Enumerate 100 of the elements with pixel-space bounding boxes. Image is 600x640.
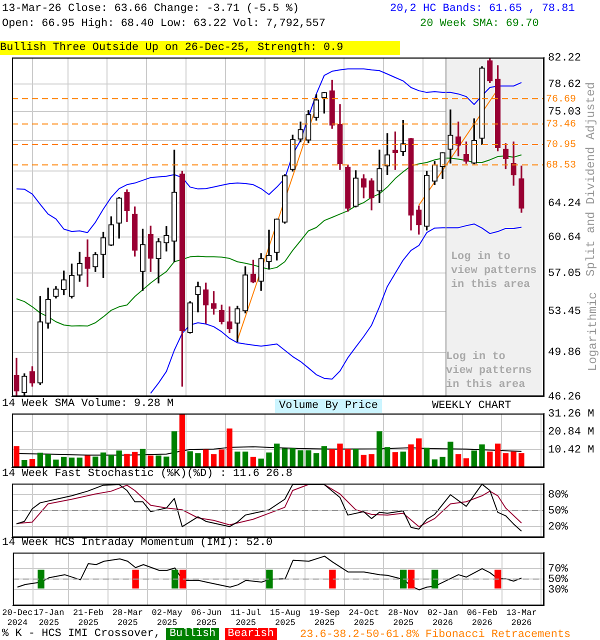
bar bbox=[345, 448, 351, 468]
x-tick-label: 06-Jun 2025 bbox=[191, 608, 222, 628]
x-tick-label: 06-Feb 2026 bbox=[466, 608, 498, 628]
bar bbox=[392, 452, 398, 468]
text: Volume By Price bbox=[275, 399, 382, 413]
bar bbox=[494, 444, 501, 468]
bar bbox=[100, 452, 106, 468]
text: Bearish bbox=[224, 628, 277, 640]
x-tick-label: 15-Aug 2025 bbox=[270, 608, 301, 628]
ref-line-label: 68.53 bbox=[546, 160, 576, 172]
text: Logarithmic bbox=[586, 292, 600, 372]
chart-title: 14 Week SMA Volume: 9.28 M bbox=[2, 398, 174, 410]
y-tick-label: 70% bbox=[548, 563, 568, 576]
bar bbox=[156, 456, 162, 468]
bar bbox=[298, 450, 304, 468]
bar bbox=[274, 444, 280, 468]
bar bbox=[53, 460, 59, 468]
bar bbox=[400, 452, 406, 468]
bar bbox=[502, 453, 509, 468]
x-tick-label: 17-Jan 2025 bbox=[34, 608, 64, 628]
y-tick-label: 20.84 M bbox=[548, 426, 594, 438]
bar bbox=[368, 454, 374, 468]
bar bbox=[282, 448, 288, 468]
ref-line-label: 70.95 bbox=[546, 140, 576, 152]
bar bbox=[14, 446, 20, 468]
bar bbox=[218, 450, 224, 468]
x-tick-label: 28-Mar 2025 bbox=[112, 608, 143, 628]
text: 20 Week SMA: 69.70 bbox=[420, 17, 539, 31]
text: Bullish Three Outside Up on 26-Dec-25, Strength: 0.9 bbox=[0, 41, 400, 55]
chart-title: 14 Week Fast Stochastic (%K)(%D) : 11.6 26.8 bbox=[2, 468, 292, 480]
ref-line-label: 76.69 bbox=[546, 94, 576, 106]
y-tick-label: 60.64 bbox=[548, 232, 582, 244]
bar bbox=[471, 450, 477, 468]
bar bbox=[290, 448, 296, 468]
text: 13-Mar-26 Close: 63.66 Change: -3.71 (-5.5 %) bbox=[2, 2, 300, 16]
y-tick-label: 82.22 bbox=[548, 52, 582, 65]
bar bbox=[510, 452, 516, 468]
candlestick bbox=[266, 230, 272, 270]
y-axis-title: Split and Dividend Adjusted bbox=[584, 82, 598, 276]
y-tick-label: 80% bbox=[548, 489, 568, 502]
bar bbox=[179, 414, 186, 468]
bar bbox=[376, 431, 382, 468]
ref-line-label: 73.46 bbox=[546, 120, 576, 131]
text: 20,2 HC Bands: 61.65 , 78.81 bbox=[390, 2, 575, 16]
y-tick-label: 53.45 bbox=[548, 306, 582, 318]
y-tick-label: 50% bbox=[548, 505, 568, 518]
bar bbox=[266, 452, 272, 468]
y-tick-label: 64.24 bbox=[548, 198, 582, 210]
x-tick-label: 24-Oct 2025 bbox=[348, 608, 380, 628]
bar bbox=[116, 450, 122, 468]
bar bbox=[416, 438, 422, 468]
bar bbox=[140, 448, 146, 468]
x-tick-label: 28-Nov 2025 bbox=[388, 608, 419, 628]
bar bbox=[384, 447, 390, 468]
bar bbox=[456, 454, 462, 468]
x-tick-label: 21-Feb 2025 bbox=[72, 608, 104, 628]
x-tick-label: 19-Sep 2025 bbox=[309, 608, 340, 628]
text: WEEKLY CHART bbox=[432, 399, 512, 413]
bar bbox=[171, 431, 178, 468]
bar bbox=[440, 456, 446, 468]
bar bbox=[329, 449, 335, 468]
text: Bullish bbox=[166, 628, 219, 640]
bar bbox=[313, 453, 320, 468]
bar bbox=[132, 452, 138, 468]
bar bbox=[187, 451, 193, 468]
bar bbox=[203, 450, 209, 468]
bar bbox=[306, 450, 312, 468]
y-tick-label: 49.86 bbox=[548, 347, 582, 360]
bar bbox=[408, 444, 414, 468]
bar bbox=[337, 444, 343, 468]
y-tick-label: 31.26 M bbox=[548, 408, 594, 421]
bar bbox=[124, 454, 130, 468]
legend-title: % K - HCS IMI Crossover, bbox=[2, 628, 160, 640]
bar bbox=[352, 448, 359, 468]
bar bbox=[242, 452, 248, 468]
x-tick-label: 20-Dec 2024 bbox=[2, 608, 33, 628]
annotation: Log in to view patterns in this area bbox=[446, 350, 533, 392]
bar bbox=[424, 448, 430, 468]
bar bbox=[37, 452, 44, 468]
y-tick-label: 50% bbox=[548, 574, 568, 586]
bar bbox=[164, 456, 170, 468]
candlestick bbox=[84, 239, 90, 287]
bar bbox=[479, 444, 485, 468]
bar bbox=[226, 428, 232, 468]
bar bbox=[321, 446, 328, 468]
y-tick-label: 57.05 bbox=[548, 268, 582, 280]
y-tick-label: 78.62 bbox=[548, 78, 582, 91]
x-tick-label: 02-Jan 2026 bbox=[427, 608, 458, 628]
bar bbox=[92, 456, 98, 468]
y-tick-label: 10.42 M bbox=[548, 444, 594, 456]
bar bbox=[234, 452, 240, 468]
band-label: Log in to view patterns in this area bbox=[450, 250, 537, 291]
bar bbox=[210, 454, 217, 468]
bar bbox=[148, 456, 154, 468]
chart-title: 14 Week HCS Intraday Momentum (IMI): 52.0 bbox=[2, 537, 273, 549]
bar bbox=[195, 453, 201, 468]
bar bbox=[84, 456, 90, 468]
x-tick-label: 02-May 2025 bbox=[152, 608, 182, 628]
bar bbox=[518, 453, 524, 468]
bar bbox=[448, 442, 454, 468]
